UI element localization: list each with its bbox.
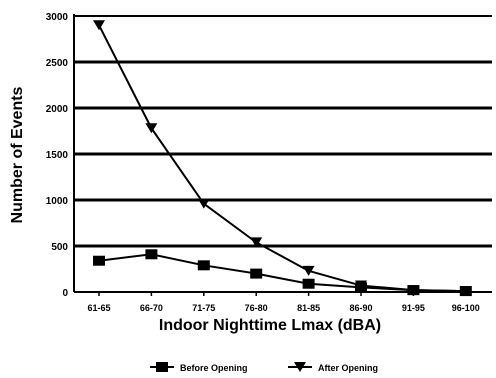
y-tick-label: 500 <box>51 242 68 253</box>
data-point <box>302 278 315 289</box>
x-tick-label: 61-65 <box>87 303 110 313</box>
y-tick-label: 3000 <box>46 12 69 23</box>
x-tick-label: 96-100 <box>452 303 480 313</box>
data-point <box>459 286 472 297</box>
x-tick-label: 86-90 <box>349 303 372 313</box>
y-tick-label: 2500 <box>46 58 69 69</box>
data-point <box>93 20 105 31</box>
series <box>93 20 472 297</box>
y-axis-title: Number of Events <box>9 86 26 223</box>
y-tick-label: 0 <box>62 288 68 299</box>
data-point <box>145 123 158 134</box>
data-point <box>355 280 367 291</box>
axes <box>73 14 492 296</box>
data-point <box>93 255 105 266</box>
data-point <box>250 237 263 248</box>
x-tick-label: 76-80 <box>245 303 268 313</box>
y-tick-label: 1000 <box>46 196 69 207</box>
legend-label: After Opening <box>318 363 378 373</box>
x-tick-label: 66-70 <box>140 303 163 313</box>
legend-marker <box>156 362 168 372</box>
data-point <box>250 268 263 279</box>
x-tick-label: 81-85 <box>297 303 320 313</box>
legend-label: Before Opening <box>180 363 248 373</box>
gridlines <box>74 15 492 248</box>
y-tick-label: 2000 <box>46 104 69 115</box>
x-tick-label: 71-75 <box>192 303 215 313</box>
y-tick-label: 1500 <box>46 150 69 161</box>
legend-item: After Opening <box>288 362 378 373</box>
legend: Before Opening After Opening <box>150 362 378 373</box>
x-tick-labels: 61-65 66-70 71-75 76-80 81-85 86-90 91-95 96-10… <box>87 303 479 313</box>
data-point <box>197 198 210 209</box>
data-point <box>407 285 420 296</box>
series-line <box>98 24 466 293</box>
y-tick-labels: 0 500 1000 1500 2000 2500 3000 <box>46 12 69 299</box>
legend-item: Before Opening <box>150 362 248 373</box>
data-point <box>197 260 210 271</box>
data-point <box>302 265 315 276</box>
series-1 <box>93 20 472 297</box>
x-tick-label: 91-95 <box>402 303 425 313</box>
x-axis-title: Indoor Nighttime Lmax (dBA) <box>159 317 381 334</box>
legend-marker <box>294 362 306 372</box>
data-point <box>145 249 158 260</box>
